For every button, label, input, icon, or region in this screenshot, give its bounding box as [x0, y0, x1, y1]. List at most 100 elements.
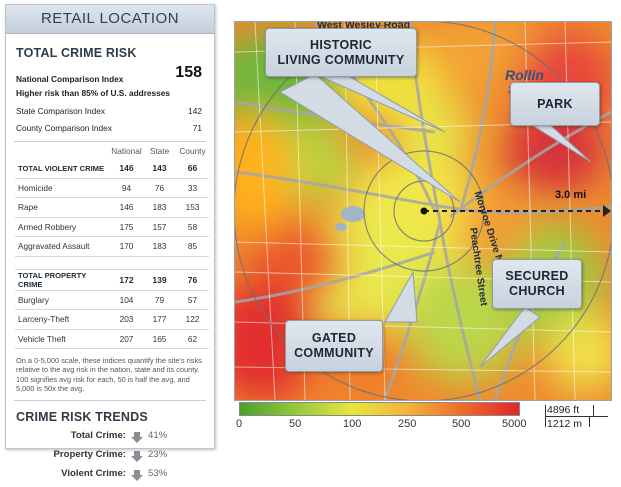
national-index-label: National Comparison Index	[16, 74, 124, 84]
radius-arrow-icon	[603, 205, 611, 217]
county-index-value: 71	[192, 123, 202, 133]
row-county: 33	[176, 178, 209, 198]
trend-row-total: Total Crime: 41%	[6, 430, 214, 449]
row-label: Rape	[15, 197, 110, 218]
col-national: National	[111, 145, 142, 156]
radius-label: 3.0 mi	[555, 189, 587, 201]
lakes	[335, 206, 365, 231]
callout-text: LIVING COMMUNITY	[277, 52, 405, 67]
trend-label: Property Crime:	[53, 448, 126, 460]
row-state: 79	[143, 290, 176, 310]
row-label: TOTAL VIOLENT CRIME	[15, 159, 110, 179]
scale-tick	[589, 416, 590, 427]
crime-index-table: National State County TOTAL VIOLENT CRIM…	[15, 142, 209, 349]
row-national: 175	[110, 217, 143, 237]
table-row: Aggravated Assault 170 183 85	[15, 236, 209, 257]
trend-row-violent: Violent Crime: 53%	[6, 468, 214, 487]
col-state: State	[149, 145, 170, 156]
total-crime-risk-title: TOTAL CRIME RISK	[16, 46, 137, 60]
state-index-row: State Comparison Index 142	[6, 104, 214, 118]
callout-text: CHURCH	[509, 284, 565, 298]
callout-secured-church: SECURED CHURCH	[492, 259, 582, 309]
crime-heat-map[interactable]: West Wesley Road Rollin St Monroe Drive …	[234, 21, 612, 401]
row-county: 62	[176, 329, 209, 349]
table-row: TOTAL VIOLENT CRIME 146 143 66	[15, 159, 209, 179]
table-row: Burglary 104 79 57	[15, 290, 209, 310]
table-row: Armed Robbery 175 157 58	[15, 217, 209, 237]
street-label-west-wesley: West Wesley Road	[317, 21, 410, 31]
callout-text: HISTORIC	[310, 37, 372, 52]
trend-value: 41%	[148, 429, 168, 441]
row-national: 172	[110, 269, 143, 291]
callout-text: SECURED	[505, 269, 569, 283]
row-county: 153	[176, 197, 209, 218]
legend-tick: 0	[236, 418, 243, 430]
legend-tick: 500	[452, 418, 471, 430]
scale-tick	[593, 405, 594, 416]
callout-historic-community: HISTORIC LIVING COMMUNITY	[265, 28, 417, 77]
table-header-row: National State County	[15, 142, 209, 159]
row-label: TOTAL PROPERTY CRIME	[15, 269, 110, 291]
row-state: 139	[143, 269, 176, 291]
row-state: 157	[143, 217, 176, 237]
risk-color-legend	[239, 402, 520, 416]
place-label-rollins: Rollin	[505, 67, 544, 83]
down-arrow-icon	[131, 469, 143, 481]
national-note: Higher risk than 85% of U.S. addresses	[6, 86, 214, 100]
row-label: Armed Robbery	[15, 217, 110, 237]
row-county: 85	[176, 236, 209, 257]
scale-meters: 1212 m	[547, 418, 583, 430]
row-state: 165	[143, 329, 176, 349]
row-county: 122	[176, 309, 209, 330]
row-label: Aggravated Assault	[15, 236, 110, 257]
trend-value: 53%	[148, 467, 168, 479]
row-county: 58	[176, 217, 209, 237]
row-national: 207	[110, 329, 143, 349]
row-county: 66	[176, 159, 209, 179]
col-county: County	[179, 145, 206, 156]
callout-text: GATED	[311, 331, 357, 345]
row-county: 57	[176, 290, 209, 310]
trend-value: 23%	[148, 448, 168, 460]
callout-text: PARK	[537, 96, 573, 111]
row-state: 177	[143, 309, 176, 330]
trend-label: Violent Crime:	[61, 467, 126, 479]
site-location-marker	[420, 207, 428, 215]
row-county: 76	[176, 269, 209, 291]
state-index-label: State Comparison Index	[16, 106, 106, 116]
table-row: Homicide 94 76 33	[15, 178, 209, 198]
row-state: 143	[143, 159, 176, 179]
panel-header: RETAIL LOCATION	[6, 5, 214, 34]
county-index-row: County Comparison Index 71	[6, 121, 214, 135]
scale-feet: 4896 ft	[547, 404, 580, 416]
row-state: 183	[143, 236, 176, 257]
table-row: Rape 146 183 153	[15, 197, 209, 218]
legend-tick: 5000	[502, 418, 527, 430]
trend-row-property: Property Crime: 23%	[6, 449, 214, 468]
row-national: 146	[110, 159, 143, 179]
callout-text: COMMUNITY	[294, 346, 374, 360]
county-index-label: County Comparison Index	[16, 123, 112, 133]
table-spacer	[15, 256, 209, 270]
legend-tick: 50	[289, 418, 302, 430]
national-index-value: 158	[175, 64, 202, 81]
crime-trends-title: CRIME RISK TRENDS	[16, 409, 148, 424]
trend-label: Total Crime:	[70, 429, 126, 441]
legend-tick: 100	[343, 418, 362, 430]
down-arrow-icon	[131, 450, 143, 462]
row-label: Larceny-Theft	[15, 309, 110, 330]
legend-tick: 250	[398, 418, 417, 430]
row-label: Homicide	[15, 178, 110, 198]
heat-layer	[235, 22, 611, 400]
national-index-row: National Comparison Index 158	[6, 65, 214, 86]
callout-gated-community: GATED COMMUNITY	[285, 320, 383, 372]
crime-report-panel: RETAIL LOCATION TOTAL CRIME RISK Nationa…	[5, 4, 215, 481]
callout-park: PARK	[510, 82, 600, 126]
callout-pointers	[278, 73, 592, 368]
table-row: Vehicle Theft 207 165 62	[15, 329, 209, 349]
scale-tick	[545, 405, 546, 427]
index-explanation-note: On a 0-5,000 scale, these indices quanti…	[16, 356, 202, 394]
row-national: 94	[110, 178, 143, 198]
national-note-text: Higher risk than 85% of U.S. addresses	[16, 88, 171, 98]
row-national: 146	[110, 197, 143, 218]
